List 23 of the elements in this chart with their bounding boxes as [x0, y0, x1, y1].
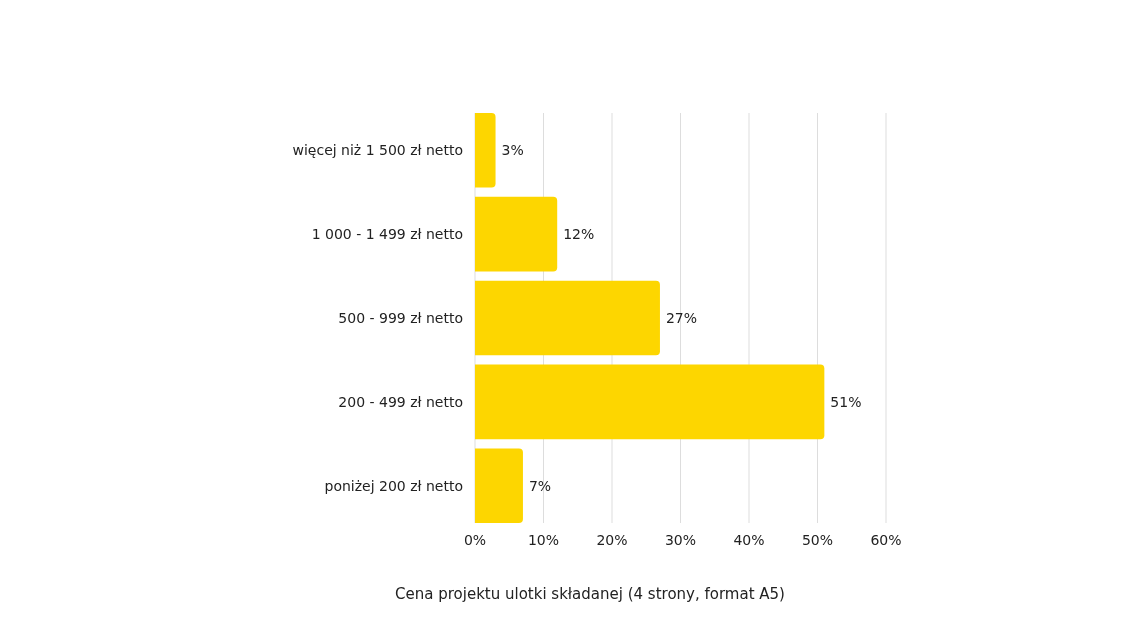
x-tick-label: 0%	[463, 531, 487, 548]
y-tick-label: więcej niż 1 500 zł netto	[292, 142, 463, 159]
y-tick-label: 1 000 - 1 499 zł netto	[311, 226, 463, 243]
y-tick-label: 200 - 499 zł netto	[338, 393, 463, 410]
data-label: 12%	[563, 226, 595, 243]
data-label: 27%	[665, 309, 698, 326]
data-label: 7%	[528, 477, 552, 494]
y-tick-label: poniżej 200 zł netto	[324, 477, 463, 494]
x-tick-label: 50%	[801, 531, 834, 548]
bar	[475, 113, 496, 188]
x-tick-label: 10%	[527, 531, 560, 548]
x-axis-title: Cena projektu ulotki składanej (4 strony, format A5)	[395, 585, 785, 604]
x-tick-label: 30%	[664, 531, 697, 548]
y-tick-label: 500 - 999 zł netto	[338, 309, 463, 326]
x-tick-label: 20%	[596, 531, 628, 548]
x-tick-label: 60%	[870, 531, 902, 548]
bar	[475, 280, 660, 356]
bar	[475, 196, 558, 272]
data-label: 3%	[501, 142, 524, 159]
data-label: 51%	[830, 393, 862, 410]
x-tick-label: 40%	[733, 531, 765, 548]
bar	[475, 448, 523, 523]
bar	[475, 364, 825, 440]
